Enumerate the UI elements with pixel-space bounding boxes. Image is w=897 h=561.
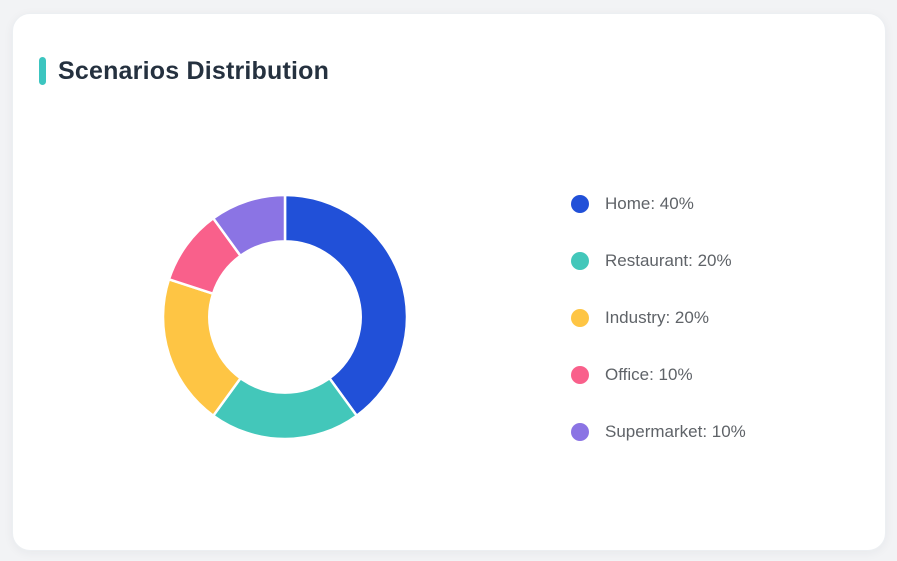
legend-label: Restaurant: 20% bbox=[605, 251, 732, 270]
scenarios-donut-chart[interactable] bbox=[160, 192, 410, 442]
chart-legend: Home: 40% Restaurant: 20% Industry: 20% Off… bbox=[571, 194, 746, 479]
donut-slice-industry[interactable] bbox=[161, 278, 242, 417]
legend-label: Home: 40% bbox=[605, 194, 694, 213]
legend-label: Supermarket: 10% bbox=[605, 422, 746, 441]
donut-slice-supermarket[interactable] bbox=[212, 193, 287, 258]
page-title: Scenarios Distribution bbox=[58, 56, 330, 85]
legend-label: Industry: 20% bbox=[605, 308, 709, 327]
legend-item-office[interactable]: Office: 10% bbox=[571, 365, 746, 385]
scenarios-distribution-card: Scenarios Distribution Home: 40% Restaura… bbox=[12, 13, 886, 551]
legend-dot-icon bbox=[571, 423, 589, 441]
donut-slice-home[interactable] bbox=[283, 193, 409, 417]
legend-dot-icon bbox=[571, 195, 589, 213]
card-header: Scenarios Distribution bbox=[39, 56, 329, 86]
legend-dot-icon bbox=[571, 252, 589, 270]
legend-item-supermarket[interactable]: Supermarket: 10% bbox=[571, 422, 746, 442]
legend-item-industry[interactable]: Industry: 20% bbox=[571, 308, 746, 328]
legend-item-restaurant[interactable]: Restaurant: 20% bbox=[571, 251, 746, 271]
legend-label: Office: 10% bbox=[605, 365, 693, 384]
legend-dot-icon bbox=[571, 309, 589, 327]
legend-dot-icon bbox=[571, 366, 589, 384]
legend-item-home[interactable]: Home: 40% bbox=[571, 194, 746, 214]
title-accent-bar bbox=[39, 57, 46, 85]
